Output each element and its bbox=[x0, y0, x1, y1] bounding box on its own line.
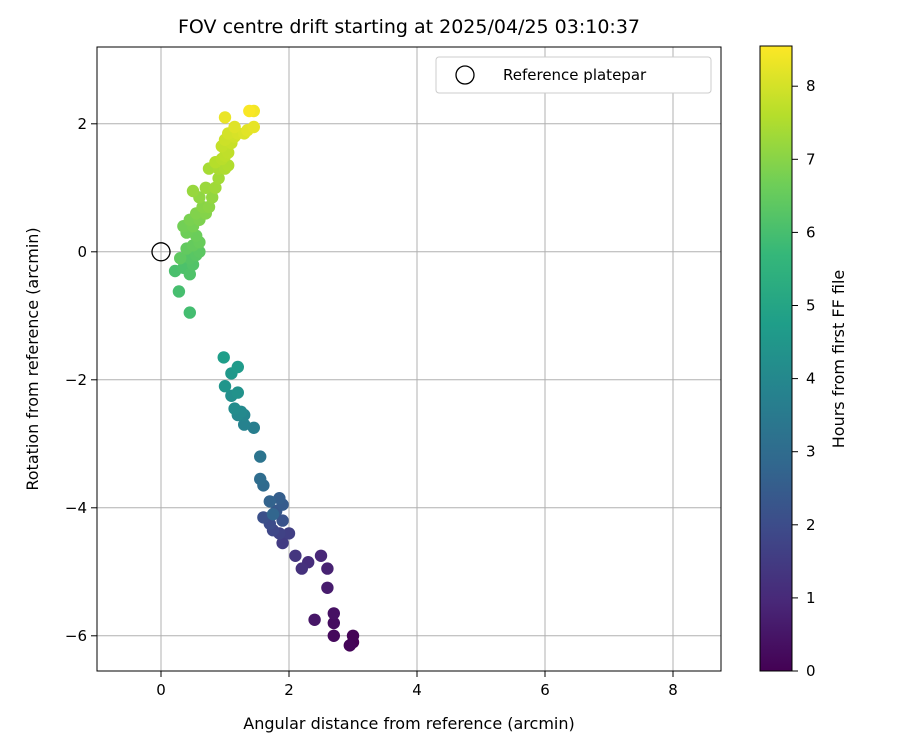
scatter-point bbox=[228, 402, 241, 415]
x-tick-label: 0 bbox=[156, 681, 166, 699]
reference-layer bbox=[151, 242, 171, 262]
colorbar-tick-label: 0 bbox=[806, 662, 816, 680]
colorbar-tick-label: 5 bbox=[806, 297, 816, 315]
scatter-point bbox=[206, 191, 219, 204]
x-ticks: 0 2 4 6 8 bbox=[156, 671, 678, 699]
scatter-point bbox=[257, 511, 270, 524]
y-tick-label: 0 bbox=[77, 243, 87, 261]
scatter-point bbox=[343, 639, 356, 652]
legend-marker bbox=[455, 65, 475, 85]
scatter-point bbox=[183, 268, 196, 281]
scatter-point bbox=[327, 607, 340, 620]
x-tick-label: 6 bbox=[540, 681, 550, 699]
x-axis-label: Angular distance from reference (arcmin) bbox=[243, 714, 574, 733]
scatter-point bbox=[247, 120, 260, 134]
scatter-point bbox=[327, 629, 340, 642]
scatter-point bbox=[321, 581, 334, 594]
colorbar-ticks: 0 1 2 3 4 5 6 7 8 bbox=[792, 77, 816, 680]
scatter-point bbox=[273, 492, 286, 505]
scatter-point bbox=[282, 527, 296, 540]
y-tick-label: −4 bbox=[65, 499, 87, 517]
scatter-point bbox=[308, 613, 321, 626]
data-points bbox=[168, 104, 360, 652]
scatter-point bbox=[321, 562, 334, 575]
scatter-point bbox=[199, 181, 212, 194]
y-ticks: −6 −4 −2 0 2 bbox=[65, 115, 97, 645]
legend-label: Reference platepar bbox=[503, 66, 647, 84]
scatter-point bbox=[183, 306, 196, 319]
scatter-point bbox=[295, 562, 308, 575]
scatter-point bbox=[202, 200, 216, 214]
legend: Reference platepar bbox=[435, 56, 712, 94]
colorbar-tick-label: 2 bbox=[806, 516, 816, 534]
scatter-point bbox=[212, 172, 225, 185]
colorbar-label: Hours from first FF file bbox=[829, 270, 848, 449]
scatter-point bbox=[218, 380, 232, 393]
grid bbox=[97, 47, 721, 671]
scatter-point bbox=[186, 184, 200, 198]
reference-marker bbox=[151, 242, 171, 262]
x-tick-label: 2 bbox=[284, 681, 294, 699]
scatter-point bbox=[174, 252, 187, 265]
scatter-point bbox=[254, 472, 267, 486]
scatter-point bbox=[346, 629, 360, 642]
scatter-point bbox=[314, 549, 328, 562]
scatter-point bbox=[289, 549, 302, 562]
colorbar bbox=[759, 45, 793, 672]
scatter-point bbox=[276, 514, 289, 527]
scatter-point bbox=[238, 418, 251, 431]
colorbar-tick-label: 8 bbox=[806, 77, 816, 95]
scatter-point bbox=[190, 229, 203, 242]
scatter-point bbox=[263, 495, 276, 508]
colorbar-tick-label: 3 bbox=[806, 443, 816, 461]
scatter-point bbox=[247, 421, 260, 434]
scatter-point bbox=[209, 181, 222, 194]
colorbar-tick-label: 6 bbox=[806, 223, 816, 241]
scatter-point bbox=[228, 120, 241, 134]
scatter-point bbox=[231, 386, 244, 399]
y-axis-label: Rotation from reference (arcmin) bbox=[23, 227, 42, 490]
x-tick-label: 4 bbox=[412, 681, 422, 699]
scatter-point bbox=[327, 616, 340, 630]
x-tick-label: 8 bbox=[668, 681, 678, 699]
y-tick-label: −6 bbox=[65, 627, 87, 645]
colorbar-tick-label: 1 bbox=[806, 589, 816, 607]
y-tick-label: 2 bbox=[77, 115, 87, 133]
scatter-point bbox=[217, 351, 230, 364]
scatter-point bbox=[172, 285, 186, 298]
scatter-point bbox=[231, 360, 244, 374]
plot-frame bbox=[96, 46, 722, 672]
scatter-point bbox=[218, 111, 232, 124]
legend-box bbox=[435, 56, 712, 94]
chart-title: FOV centre drift starting at 2025/04/25 … bbox=[178, 16, 640, 38]
scatter-point bbox=[254, 450, 267, 463]
y-tick-label: −2 bbox=[65, 371, 87, 389]
scatter-point bbox=[266, 508, 280, 521]
scatter-point bbox=[276, 536, 289, 550]
colorbar-tick-label: 4 bbox=[806, 370, 816, 388]
scatter-point bbox=[243, 104, 256, 118]
colorbar-tick-label: 7 bbox=[806, 150, 816, 168]
